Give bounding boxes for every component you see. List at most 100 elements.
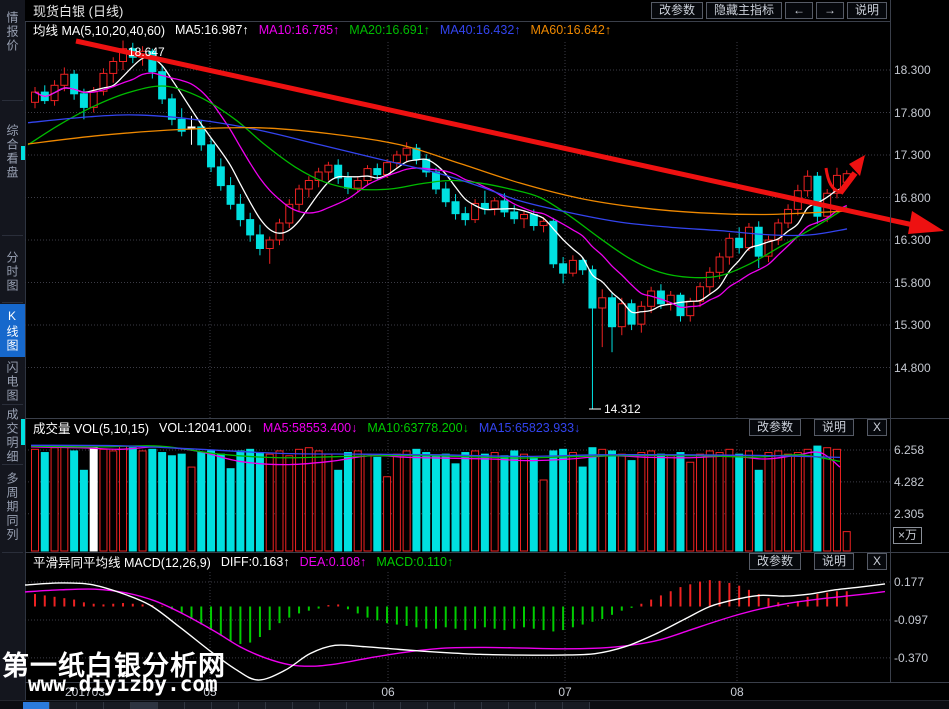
- sidebar-active-tick: [21, 419, 25, 445]
- sidebar-active-tick: [21, 146, 25, 160]
- period-strip: [0, 700, 949, 709]
- sidebar-item-1[interactable]: 情报价: [5, 11, 19, 53]
- indicator-title: 平滑异同平均线 MACD(12,26,9): [33, 556, 211, 570]
- volume-axis-label: 2.305: [894, 506, 925, 521]
- sidebar-item-2[interactable]: 综合看盘: [5, 124, 19, 180]
- indicator-value: MACD:0.110↑: [376, 554, 454, 569]
- volume-close-button[interactable]: X: [866, 419, 887, 436]
- prev-arrow-button[interactable]: ←: [784, 2, 813, 19]
- price-axis-label: 14.800: [894, 360, 931, 375]
- date-axis-label: 201703: [64, 685, 106, 699]
- volume-params-button[interactable]: 改参数: [748, 419, 801, 436]
- indicator-value: MA15:65823.933↓: [478, 420, 581, 435]
- macd-help-button[interactable]: 说明: [813, 553, 854, 570]
- sidebar-item-3[interactable]: 分时图: [5, 251, 19, 293]
- period-segment[interactable]: [536, 702, 563, 709]
- indicator-value: MA40:16.432↑: [439, 22, 521, 37]
- macd-close-button[interactable]: X: [866, 553, 887, 570]
- date-axis-label: 06: [381, 685, 395, 699]
- macd-axis-label: -0.370: [894, 650, 929, 665]
- svg-text:18.647: 18.647: [128, 45, 165, 59]
- period-segment[interactable]: [185, 702, 212, 709]
- period-segment[interactable]: [428, 702, 455, 709]
- period-segment[interactable]: [401, 702, 428, 709]
- period-segment[interactable]: [23, 702, 50, 709]
- indicator-title: 成交量 VOL(5,10,15): [33, 422, 150, 436]
- svg-text:14.312: 14.312: [604, 402, 641, 416]
- period-segment[interactable]: [293, 702, 320, 709]
- indicator-value: MA10:63778.200↓: [367, 420, 469, 435]
- help-button[interactable]: 说明: [846, 2, 887, 19]
- price-axis-label: 16.800: [894, 190, 931, 205]
- period-segment[interactable]: [509, 702, 536, 709]
- panel-divider: [25, 418, 949, 419]
- change-params-button[interactable]: 改参数: [650, 2, 703, 19]
- panel-divider: [25, 552, 949, 553]
- indicator-value: DIFF:0.163↑: [220, 554, 290, 569]
- volume-panel-header: 成交量 VOL(5,10,15) VOL:12041.000↓ MA5:58553.…: [25, 419, 890, 436]
- sidebar-item-6[interactable]: 成交明细: [5, 407, 19, 464]
- period-segment[interactable]: [347, 702, 374, 709]
- indicator-value: MA5:58553.400↓: [262, 420, 358, 435]
- date-axis-label: 07: [558, 685, 572, 699]
- price-axis-label: 17.800: [894, 105, 931, 120]
- price-axis-label: 18.300: [894, 63, 931, 77]
- period-segment[interactable]: [563, 702, 590, 709]
- indicator-title: 均线 MA(5,10,20,40,60): [33, 24, 166, 38]
- sidebar-item-5[interactable]: 闪电图: [5, 361, 19, 403]
- period-segment[interactable]: [239, 702, 266, 709]
- sidebar-separator: [2, 100, 23, 101]
- indicator-value: MA10:16.785↑: [258, 22, 340, 37]
- indicator-value: MA20:16.691↑: [349, 22, 430, 37]
- volume-axis-label: 4.282: [894, 474, 925, 489]
- watermark-url: www.diyizby.com: [28, 672, 218, 696]
- axis-divider: [890, 0, 891, 682]
- period-segment[interactable]: [131, 702, 158, 709]
- macd-axis-label: -0.097: [894, 612, 929, 627]
- period-segment[interactable]: [266, 702, 293, 709]
- indicator-value: MA5:16.987↑: [175, 22, 249, 37]
- indicator-value: DEA:0.108↑: [299, 554, 367, 569]
- date-axis-label: 05: [203, 685, 217, 699]
- volume-chart-canvas[interactable]: [25, 418, 890, 552]
- volume-unit-label: ×万: [893, 527, 923, 544]
- watermark-title: 第一纸白银分析网: [2, 651, 226, 682]
- sidebar-separator: [2, 302, 23, 303]
- period-segment[interactable]: [482, 702, 509, 709]
- panel-divider: [25, 682, 949, 683]
- date-axis-label: 08: [730, 685, 744, 699]
- sidebar: 情报价综合看盘分时图 K线图闪电图成交明细多周期同列: [0, 0, 26, 709]
- macd-chart-canvas[interactable]: [25, 552, 890, 682]
- sidebar-separator: [2, 404, 23, 405]
- sidebar-separator: [2, 464, 23, 465]
- volume-help-button[interactable]: 说明: [813, 419, 854, 436]
- period-segment[interactable]: [320, 702, 347, 709]
- period-segment[interactable]: [212, 702, 239, 709]
- page-title: 现货白银 (日线): [33, 4, 124, 19]
- hide-main-indicator-button[interactable]: 隐藏主指标: [705, 2, 782, 19]
- period-segment[interactable]: [455, 702, 482, 709]
- topbar-buttons: 改参数 隐藏主指标 ← → 说明: [650, 2, 890, 19]
- main-chart-canvas[interactable]: 18.647 14.312: [25, 36, 949, 418]
- price-axis-label: 15.300: [894, 318, 931, 332]
- price-axis-label: 17.300: [894, 148, 931, 162]
- period-segment[interactable]: [374, 702, 401, 709]
- period-segment[interactable]: [104, 702, 131, 709]
- next-arrow-button[interactable]: →: [815, 2, 844, 19]
- sidebar-item-4[interactable]: K线图: [0, 304, 25, 357]
- sidebar-separator: [2, 552, 23, 553]
- ma-indicator-row: 均线 MA(5,10,20,40,60) MA5:16.987↑ MA10:16.7…: [25, 21, 890, 39]
- volume-axis-label: 6.258: [894, 443, 925, 457]
- period-segment[interactable]: [158, 702, 185, 709]
- period-segment[interactable]: [50, 702, 77, 709]
- macd-params-button[interactable]: 改参数: [748, 553, 801, 570]
- indicator-value: VOL:12041.000↓: [159, 420, 253, 435]
- price-axis-label: 16.300: [894, 233, 931, 247]
- macd-panel-header: 平滑异同平均线 MACD(12,26,9) DIFF:0.163↑ DEA:0.10…: [25, 553, 890, 570]
- title-bar: 现货白银 (日线) 改参数 隐藏主指标 ← → 说明: [25, 0, 890, 22]
- sidebar-item-7[interactable]: 多周期同列: [5, 472, 19, 542]
- sidebar-separator: [2, 235, 23, 236]
- period-segment[interactable]: [77, 702, 104, 709]
- macd-axis-label: 0.177: [894, 574, 925, 589]
